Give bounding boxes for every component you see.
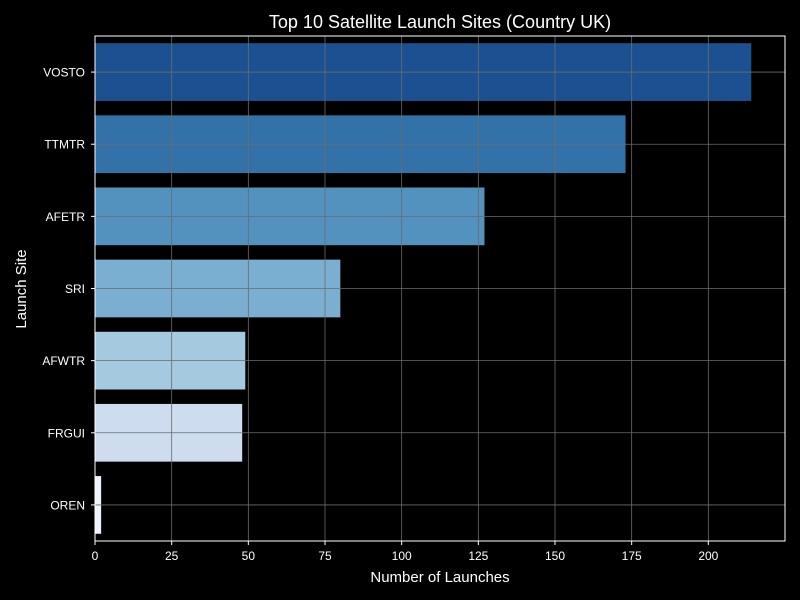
- x-tick-label: 200: [698, 549, 718, 563]
- x-tick-label: 50: [242, 549, 256, 563]
- y-tick-label: OREN: [50, 498, 85, 512]
- x-axis-label: Number of Launches: [370, 569, 509, 586]
- y-tick-label: VOSTO: [43, 66, 85, 80]
- y-tick-label: SRI: [65, 282, 85, 296]
- y-tick-label: AFETR: [46, 210, 86, 224]
- x-tick-label: 175: [622, 549, 642, 563]
- x-axis-ticks: 0 25 50 75 100 125 150 175 200: [92, 541, 719, 563]
- x-tick-label: 125: [468, 549, 488, 563]
- x-tick-label: 75: [318, 549, 332, 563]
- x-tick-label: 0: [92, 549, 99, 563]
- chart-title: Top 10 Satellite Launch Sites (Country U…: [269, 12, 611, 32]
- y-tick-label: AFWTR: [42, 354, 85, 368]
- y-axis-ticks: VOSTO TTMTR AFETR SRI AFWTR FRGUI OREN: [42, 66, 95, 512]
- y-tick-label: TTMTR: [44, 138, 85, 152]
- x-tick-label: 100: [392, 549, 412, 563]
- x-tick-label: 25: [165, 549, 179, 563]
- y-tick-label: FRGUI: [48, 426, 85, 440]
- x-tick-label: 150: [545, 549, 565, 563]
- y-axis-label: Launch Site: [13, 249, 30, 328]
